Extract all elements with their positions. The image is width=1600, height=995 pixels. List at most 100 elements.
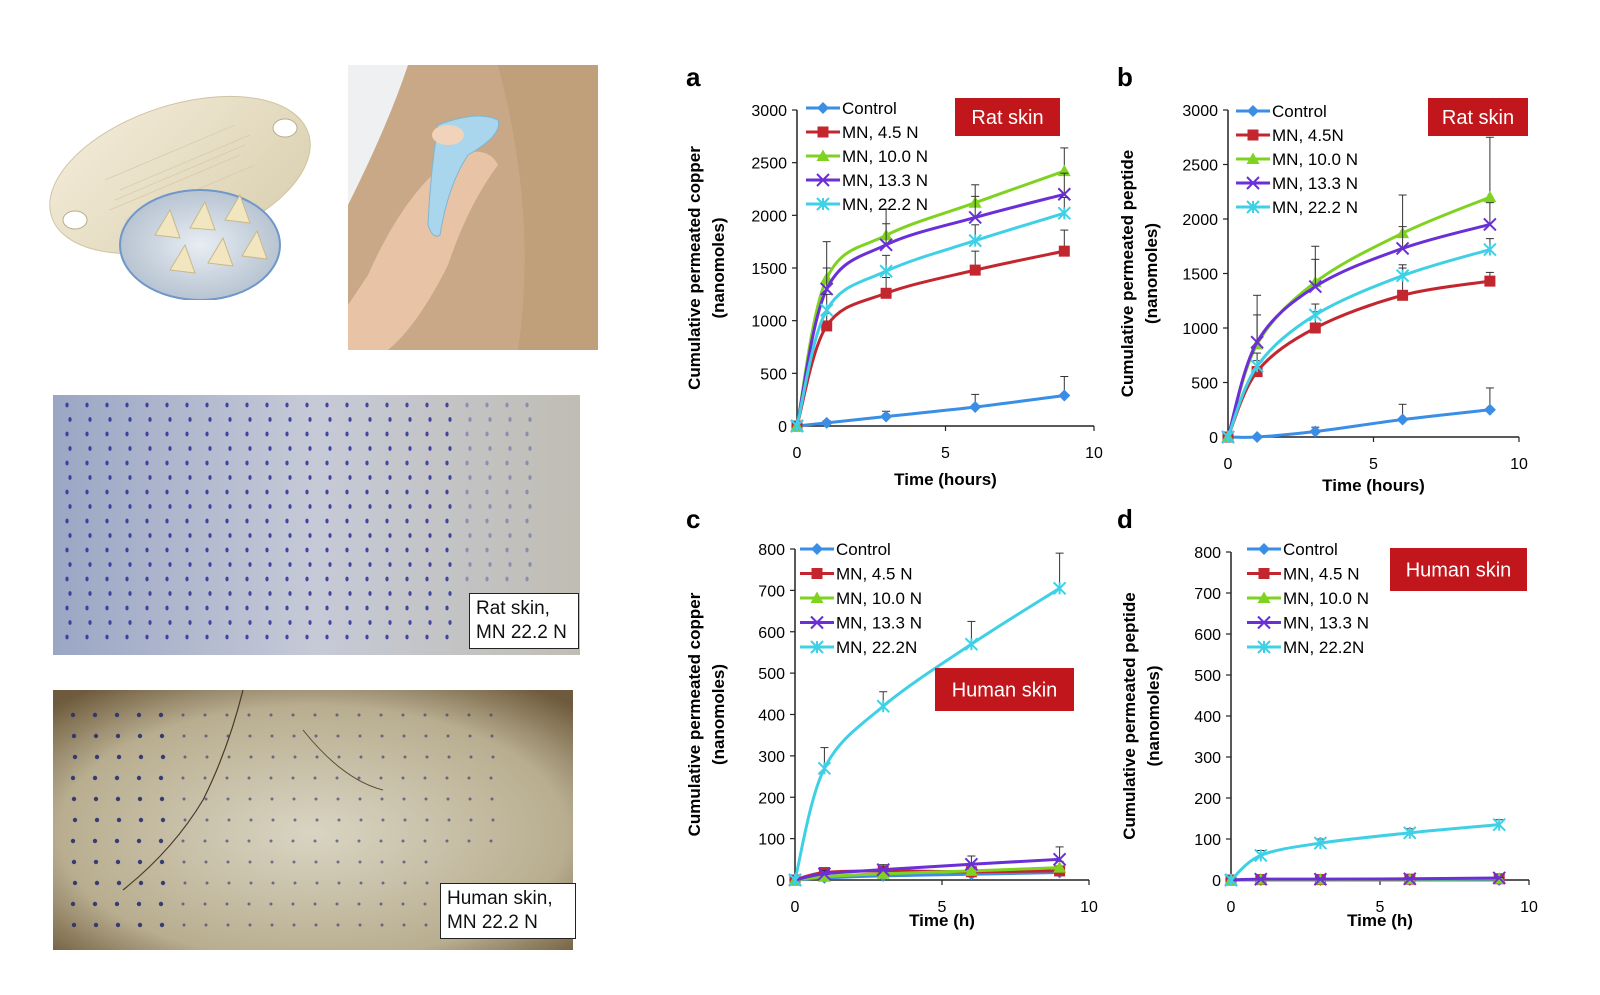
dye-dot	[249, 881, 253, 885]
dye-dot	[425, 755, 429, 759]
dye-dot	[269, 839, 273, 843]
dye-dot	[115, 922, 121, 928]
dye-dot	[228, 620, 232, 625]
dye-dot	[445, 776, 449, 780]
dye-dot	[428, 475, 432, 480]
dye-dot	[185, 402, 189, 408]
dye-dot	[128, 417, 132, 422]
dye-dot	[68, 446, 72, 451]
dye-dot	[137, 733, 143, 739]
dye-dot	[226, 734, 230, 738]
y-axis-title: (nanomoles)	[1142, 223, 1161, 324]
dye-dot	[205, 634, 209, 640]
dye-dot	[105, 547, 109, 553]
data-point	[1484, 275, 1496, 287]
dye-dot	[485, 402, 489, 408]
dye-dot	[525, 576, 529, 582]
series-line	[1226, 248, 1491, 438]
dye-dot	[335, 902, 339, 906]
dye-dot	[181, 902, 185, 906]
dye-dot	[465, 547, 469, 553]
dye-dot	[325, 518, 329, 524]
dye-dot	[528, 475, 532, 480]
dye-dot	[447, 755, 451, 759]
dye-dot	[105, 489, 109, 495]
x-tick-label: 5	[938, 899, 947, 916]
dye-dot	[425, 460, 429, 466]
dye-dot	[425, 634, 429, 640]
dye-dot	[365, 460, 369, 466]
rat-photo-caption: Rat skin, MN 22.2 N	[469, 593, 579, 649]
dye-dot	[225, 839, 229, 843]
data-point	[1258, 568, 1270, 579]
dye-dot	[145, 576, 149, 582]
dye-dot	[293, 818, 297, 822]
dye-dot	[428, 417, 432, 422]
dye-dot	[205, 431, 209, 437]
dye-dot	[88, 417, 92, 422]
dye-dot	[181, 713, 185, 717]
y-tick-label: 600	[1194, 627, 1221, 644]
dye-dot	[508, 475, 512, 480]
dye-dot	[345, 634, 349, 640]
dye-dot	[182, 797, 186, 801]
dye-dot	[182, 860, 186, 864]
dye-dot	[93, 922, 99, 928]
dye-dot	[408, 533, 412, 538]
dye-dot	[228, 504, 232, 509]
dye-dot	[285, 605, 289, 611]
skin-badge	[1390, 548, 1527, 591]
dye-dot	[85, 634, 89, 640]
dye-dot	[265, 576, 269, 582]
dye-dot	[205, 460, 209, 466]
dye-dot	[114, 901, 120, 907]
data-point	[1403, 872, 1417, 886]
dye-dot	[403, 755, 407, 759]
dye-dot	[528, 562, 532, 567]
dye-dot	[491, 818, 495, 822]
y-tick-label: 500	[1194, 668, 1221, 685]
x-tick-label: 10	[1510, 456, 1528, 473]
series-mn-22-2-n	[1224, 817, 1506, 887]
dye-dot	[525, 518, 529, 524]
dye-dot	[208, 417, 212, 422]
legend-label: MN, 22.2N	[1283, 638, 1364, 657]
data-point	[1057, 187, 1072, 201]
data-point	[1053, 861, 1067, 873]
dye-dot	[525, 489, 529, 495]
dye-dot	[305, 547, 309, 553]
dye-dot	[247, 839, 251, 843]
y-tick-label: 400	[758, 708, 785, 725]
dye-dot	[365, 431, 369, 437]
dye-dot	[248, 797, 252, 801]
dye-dot	[114, 712, 120, 718]
dye-dot	[445, 518, 449, 524]
dye-dot	[388, 446, 392, 451]
y-tick-label: 0	[1209, 430, 1218, 447]
dye-dot	[448, 591, 452, 596]
dye-dot	[205, 818, 209, 822]
dye-dot	[185, 576, 189, 582]
dye-dot	[345, 402, 349, 408]
data-point	[811, 568, 823, 579]
dye-dot	[245, 489, 249, 495]
dye-dot	[348, 417, 352, 422]
dye-dot	[485, 576, 489, 582]
dye-dot	[265, 634, 269, 640]
dye-dot	[468, 734, 472, 738]
dye-dot	[345, 605, 349, 611]
dye-dot	[403, 818, 407, 822]
dye-dot	[467, 776, 471, 780]
dye-dot	[293, 881, 297, 885]
chart-panel-b: b 0 500 1000 1500 2000 2500 3000 0 5 10 Time (hours…	[1117, 62, 1528, 495]
dye-dot	[388, 562, 392, 567]
data-point	[1396, 413, 1409, 426]
skin-badge-label: Rat skin	[971, 107, 1043, 129]
dye-dot	[148, 562, 152, 567]
x-tick-label: 5	[1369, 456, 1378, 473]
dye-dot	[445, 713, 449, 717]
data-point	[1257, 591, 1271, 603]
dye-dot	[288, 504, 292, 509]
dye-dot	[205, 547, 209, 553]
dye-dot	[528, 446, 532, 451]
